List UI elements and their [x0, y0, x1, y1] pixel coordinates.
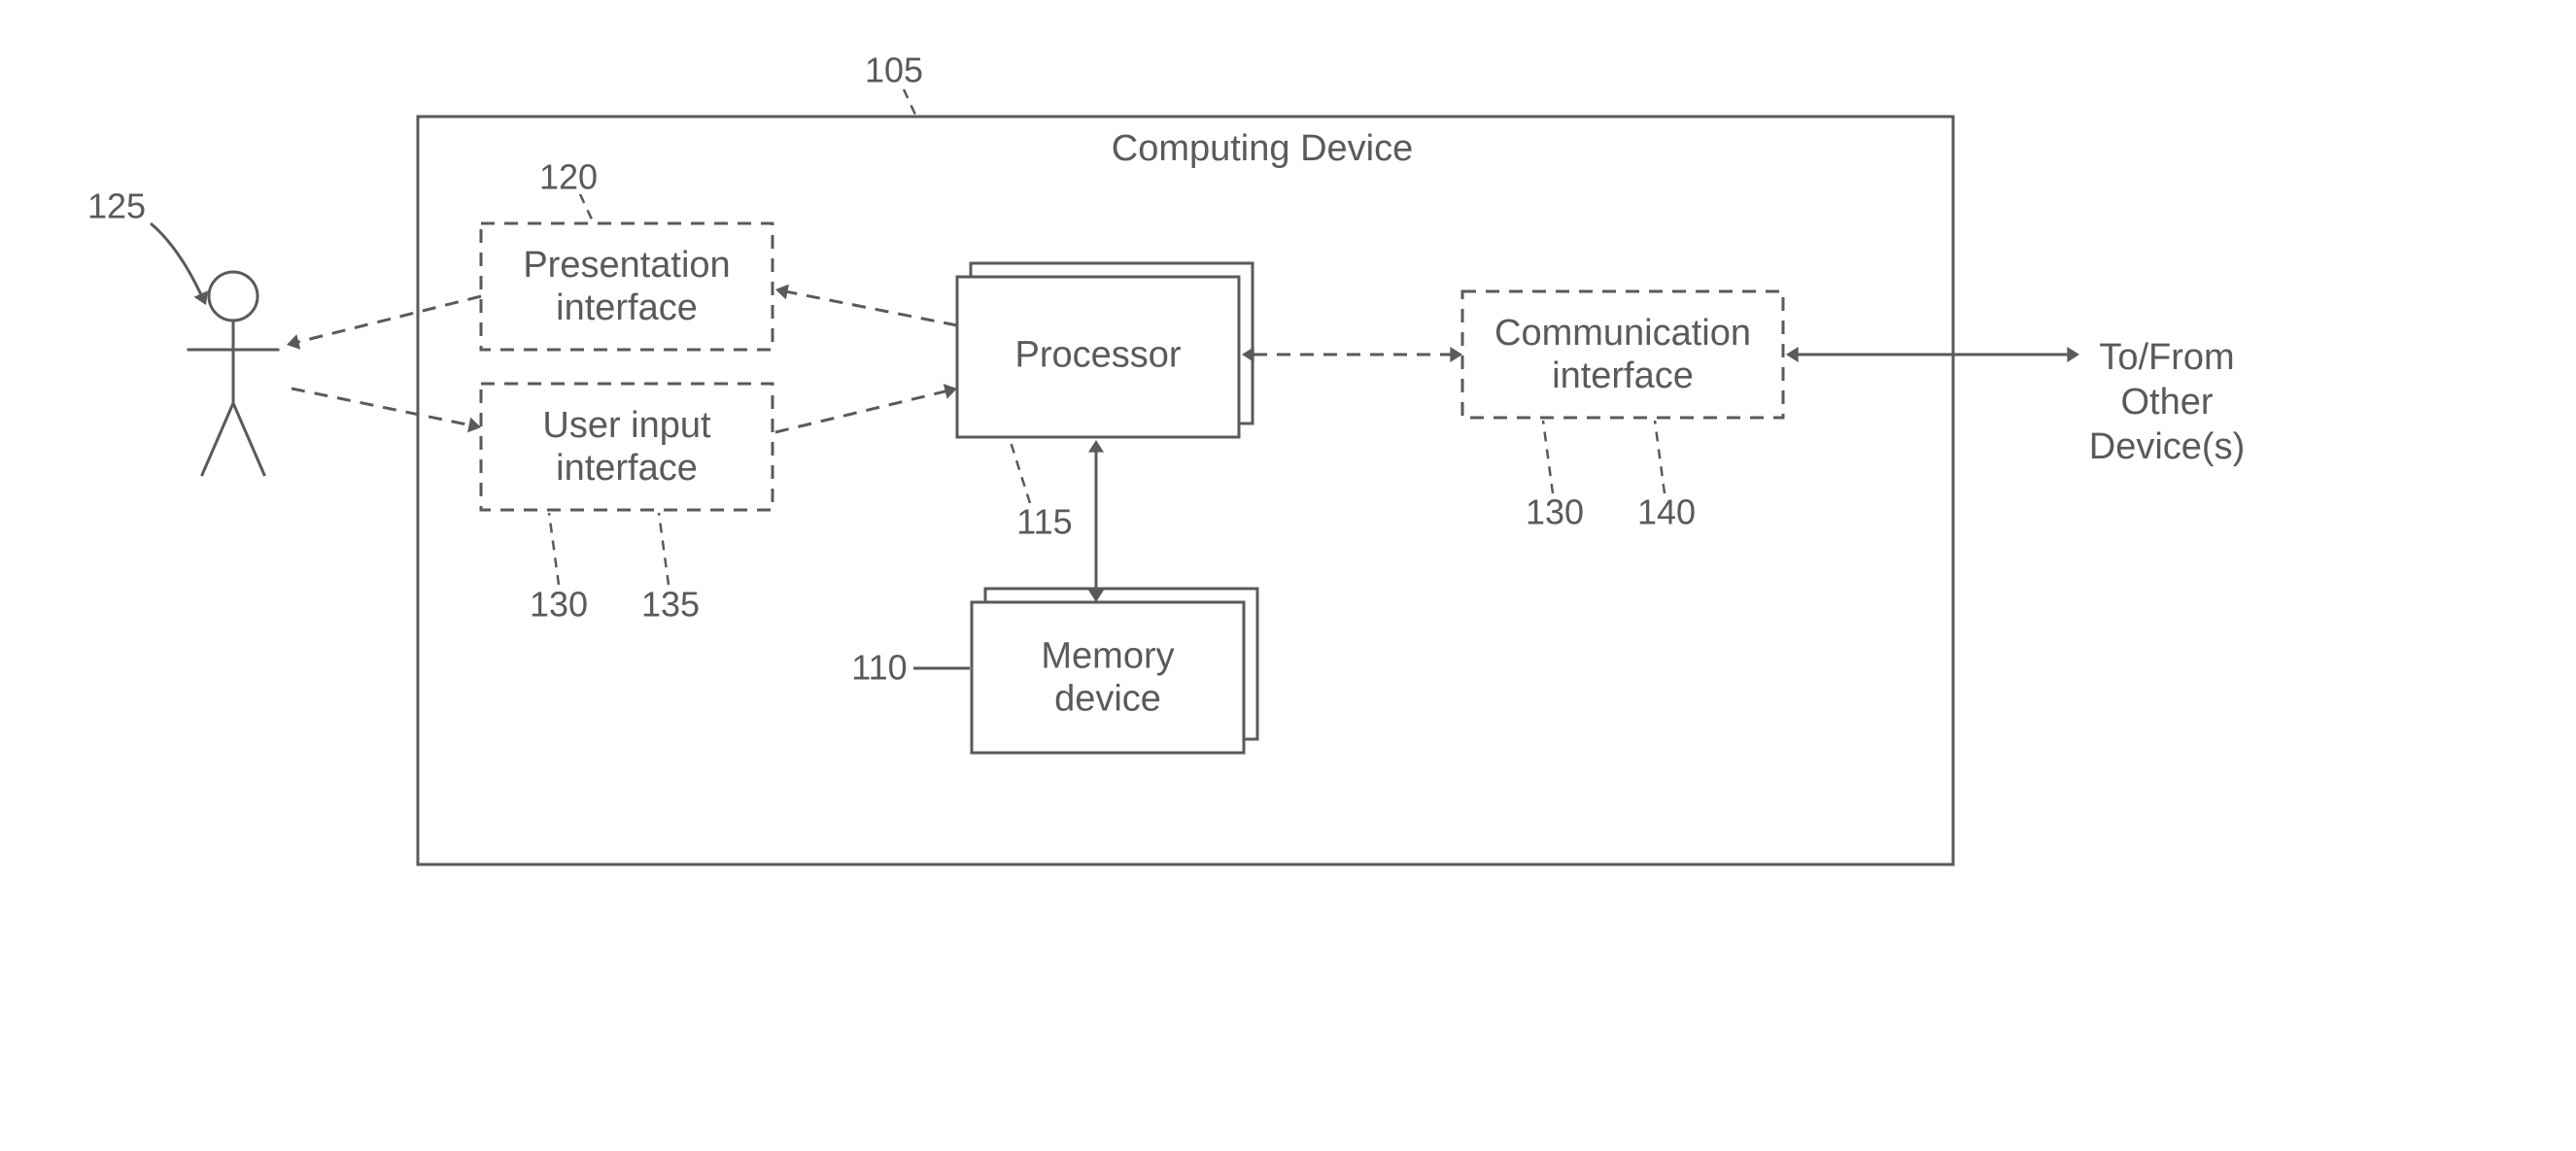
ref-135: 135 [641, 585, 700, 625]
leader-125 [151, 223, 204, 301]
label-presentation-l1: Presentation [523, 245, 730, 286]
ref-125: 125 [87, 186, 146, 226]
ref-140: 140 [1637, 492, 1696, 532]
label-userinput-l2: interface [556, 448, 698, 489]
external-l1: To/From [2099, 337, 2234, 378]
node-presentation: Presentationinterface [481, 223, 773, 350]
node-processor: Processor [957, 263, 1253, 437]
ref-115: 115 [1016, 502, 1072, 542]
label-memory-l2: device [1054, 679, 1161, 720]
ref-130a: 130 [530, 585, 588, 625]
label-comm-l1: Communication [1494, 313, 1751, 354]
ref-120: 120 [539, 157, 598, 197]
label-processor: Processor [1014, 335, 1181, 376]
label-memory-l1: Memory [1041, 636, 1174, 677]
external-l2: Other [2120, 382, 2213, 423]
computing-device-diagram: Computing Device105125Presentationinterf… [0, 0, 2576, 1151]
node-userinput: User inputinterface [481, 384, 773, 510]
node-memory: Memorydevice [972, 589, 1257, 753]
external-l3: Device(s) [2089, 426, 2245, 467]
container-label: Computing Device [1112, 128, 1413, 169]
ref-110: 110 [851, 648, 907, 688]
user-icon [188, 272, 280, 476]
label-userinput-l1: User input [542, 405, 711, 446]
ref-105: 105 [865, 51, 923, 90]
node-comm: Communicationinterface [1462, 291, 1783, 418]
label-comm-l2: interface [1552, 355, 1694, 396]
ref-130b: 130 [1526, 492, 1584, 532]
label-presentation-l2: interface [556, 288, 698, 328]
